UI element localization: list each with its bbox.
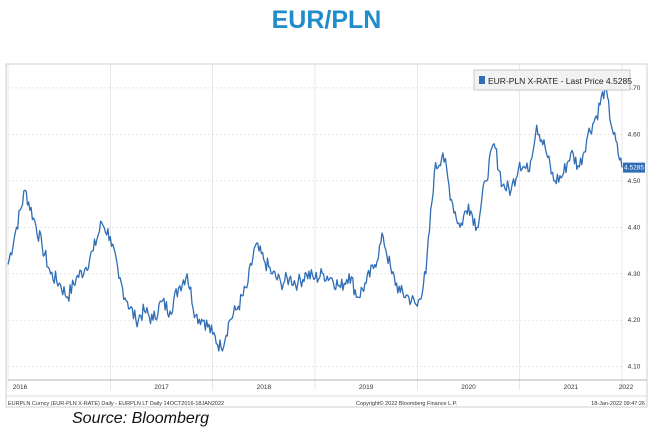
x-tick-label: 2018 — [257, 384, 272, 391]
source-note: Source: Bloomberg — [72, 410, 209, 427]
grid — [7, 64, 623, 390]
footer-center: Copyright© 2022 Bloomberg Finance L.P. — [356, 400, 458, 407]
y-tick-label: 4.20 — [628, 317, 641, 324]
y-tick-label: 4.70 — [628, 85, 641, 92]
x-tick-label: 2022 — [619, 384, 634, 391]
y-tick-label: 4.50 — [628, 178, 641, 185]
x-tick-label: 2021 — [564, 384, 579, 391]
y-axis: 4.10 4.20 4.30 4.40 4.50 4.60 4.70 — [628, 85, 641, 371]
x-tick-label: 2017 — [154, 384, 169, 391]
footer-left: EURPLN Curncy (EUR-PLN X-RATE) Daily - E… — [8, 401, 224, 407]
chart-background — [5, 63, 648, 408]
x-tick-label: 2020 — [461, 384, 476, 391]
y-tick-label: 4.60 — [628, 131, 641, 138]
last-price-marker: 4.5285 — [623, 162, 645, 173]
last-price-box — [623, 162, 645, 173]
legend-box — [473, 69, 631, 91]
y-tick-label: 4.30 — [628, 271, 641, 278]
x-tick-label: 2019 — [359, 384, 374, 391]
series-line-eur-pln — [7, 86, 623, 352]
y-tick-label: 4.10 — [628, 364, 641, 371]
footer-right: 18-Jan-2022 09:47:26 — [591, 401, 645, 407]
legend-swatch — [479, 76, 485, 84]
eurpln-line-chart: 2016 2017 2018 2019 2020 2021 2022 4.10 4.20 4.3… — [5, 63, 648, 408]
last-price-label: 4.5285 — [624, 165, 644, 172]
legend: EUR-PLN X-RATE - Last Price 4.5285 — [473, 69, 632, 91]
legend-label: EUR-PLN X-RATE - Last Price 4.5285 — [488, 76, 632, 86]
y-tick-label: 4.40 — [628, 224, 641, 231]
chart-title: EUR/PLN — [271, 6, 382, 34]
x-axis: 2016 2017 2018 2019 2020 2021 2022 — [8, 379, 647, 391]
x-tick-label: 2016 — [13, 384, 28, 391]
